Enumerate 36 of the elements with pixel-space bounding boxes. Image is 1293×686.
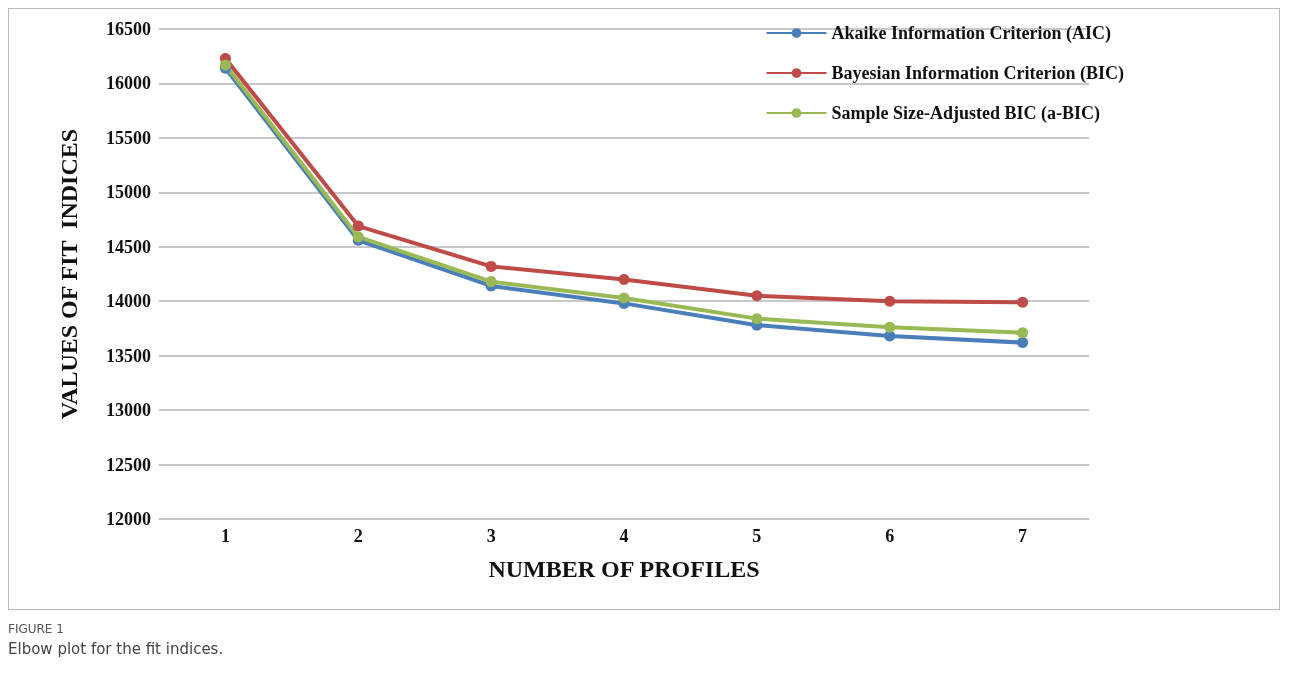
text: Elbow plot for the fit indices. bbox=[8, 640, 225, 658]
point bbox=[352, 220, 364, 232]
point bbox=[618, 273, 630, 285]
x-axis-title: NUMBER OF PROFILES bbox=[488, 556, 760, 582]
point bbox=[485, 276, 497, 288]
y-tick-label: 15500 bbox=[106, 127, 151, 148]
point bbox=[1017, 327, 1029, 339]
x-tick-label: 2 bbox=[353, 526, 363, 546]
y-tick-label: 15000 bbox=[106, 182, 151, 203]
legend-label: Sample Size-Adjusted BIC (a-BIC) bbox=[831, 103, 1101, 124]
point bbox=[751, 290, 763, 302]
point bbox=[618, 292, 630, 304]
y-tick-label: 12500 bbox=[106, 454, 151, 475]
y-tick-label: 14500 bbox=[106, 236, 151, 257]
x-tick-label: 5 bbox=[752, 526, 762, 546]
y-tick-label: 13000 bbox=[106, 400, 151, 421]
x-tick-label: 1 bbox=[220, 526, 230, 546]
caption: FIGURE 1 bbox=[8, 622, 65, 636]
y-tick-label: 16500 bbox=[106, 19, 151, 39]
x-tick-label: 4 bbox=[619, 526, 629, 546]
y-tick-label: 13500 bbox=[106, 345, 151, 366]
y-axis-title: VALUES OF FIT INDICES bbox=[56, 128, 82, 420]
point bbox=[485, 260, 497, 272]
x-tick-label: 3 bbox=[486, 526, 496, 546]
point bbox=[1017, 296, 1029, 308]
x-tick-label: 6 bbox=[885, 526, 895, 546]
y-tick-label: 12000 bbox=[106, 509, 151, 529]
y-tick-label: 16000 bbox=[106, 73, 151, 94]
point bbox=[1017, 337, 1029, 349]
point bbox=[884, 321, 896, 333]
legend-label: Bayesian Information Criterion (BIC) bbox=[831, 63, 1125, 84]
point bbox=[884, 295, 896, 307]
x-tick-label: 7 bbox=[1018, 526, 1028, 546]
legend-label: Akaike Information Criterion (AIC) bbox=[831, 23, 1111, 44]
y-tick-label: 14000 bbox=[106, 291, 151, 312]
point bbox=[751, 313, 763, 325]
